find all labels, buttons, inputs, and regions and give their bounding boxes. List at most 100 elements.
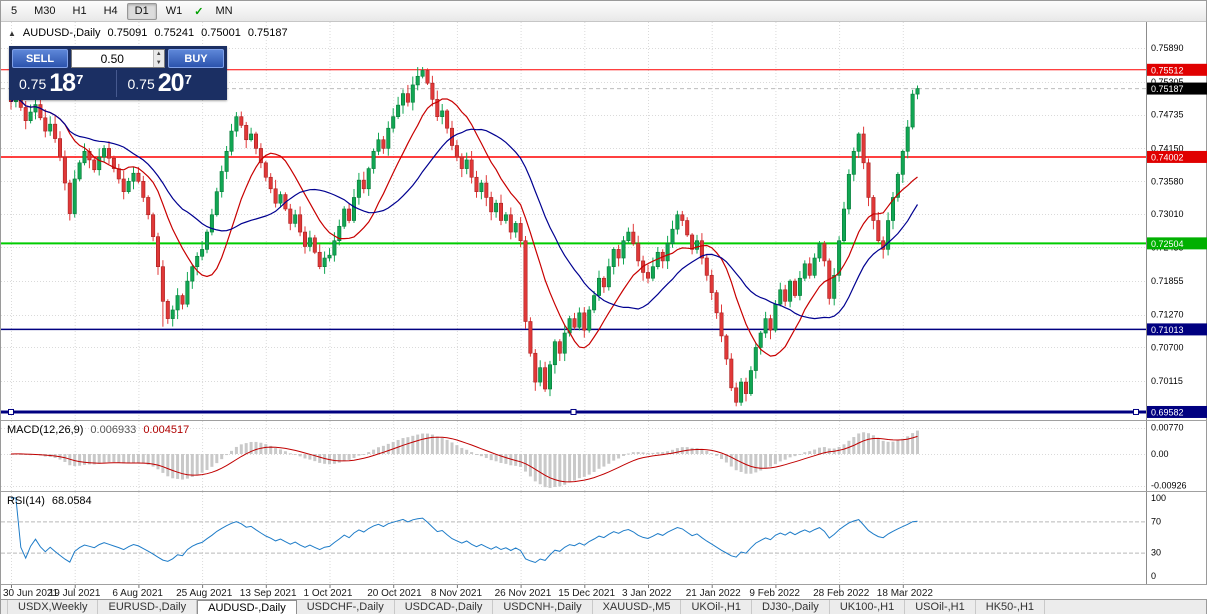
sell-price-frac: 7 — [76, 72, 84, 87]
tab-eurusd-daily[interactable]: EURUSD-,Daily — [98, 600, 198, 614]
rsi-panel[interactable]: 100 70 30 0 — [1, 492, 1207, 584]
panel-separator — [1, 584, 1207, 585]
tab-hk50-h1[interactable]: HK50-,H1 — [976, 600, 1046, 614]
svg-text:8 Nov 2021: 8 Nov 2021 — [431, 588, 483, 599]
tab-usoil-h1[interactable]: USOil-,H1 — [905, 600, 976, 614]
sell-price[interactable]: 0.75 18 7 — [12, 70, 116, 97]
sell-price-main: 0.75 — [19, 76, 47, 92]
svg-text:30: 30 — [1151, 548, 1161, 558]
price-tag — [1147, 237, 1207, 250]
svg-text:0.00: 0.00 — [1151, 449, 1169, 459]
svg-text:0.71013: 0.71013 — [1151, 325, 1184, 335]
buy-price-frac: 7 — [184, 72, 192, 87]
price-tag — [1147, 63, 1207, 76]
svg-text:0.73010: 0.73010 — [1151, 209, 1184, 219]
buy-price[interactable]: 0.75 20 7 — [115, 69, 225, 97]
volume-spinner: ▲ ▼ — [152, 50, 164, 67]
svg-text:0.75187: 0.75187 — [1151, 84, 1184, 94]
svg-text:28 Feb 2022: 28 Feb 2022 — [813, 588, 870, 599]
svg-text:0.75890: 0.75890 — [1151, 43, 1184, 53]
timeframe-button-h1[interactable]: H1 — [72, 4, 87, 17]
candles-layer — [9, 67, 920, 407]
tab-usdcnh-daily[interactable]: USDCNH-,Daily — [493, 600, 593, 614]
macd-panel[interactable]: 0.00770 0.00 -0.00926 — [1, 421, 1207, 491]
time-axis[interactable]: 30 Jun 2021 19 Jul 2021 6 Aug 2021 25 Aug 2… — [1, 585, 1207, 599]
svg-text:0.69582: 0.69582 — [1151, 407, 1184, 417]
svg-text:19 Jul 2021: 19 Jul 2021 — [49, 588, 101, 599]
svg-text:0.74150: 0.74150 — [1151, 143, 1184, 153]
svg-text:0.71270: 0.71270 — [1151, 310, 1184, 320]
tab-xauusd-m5[interactable]: XAUUSD-,M5 — [593, 600, 682, 614]
timeframe-button-w1[interactable]: W1 — [165, 4, 183, 17]
checkmark-icon: ✓ — [194, 5, 204, 18]
svg-text:18 Mar 2022: 18 Mar 2022 — [877, 588, 934, 599]
svg-text:0.74735: 0.74735 — [1151, 110, 1184, 120]
svg-text:0.71855: 0.71855 — [1151, 276, 1184, 286]
svg-text:0.73580: 0.73580 — [1151, 176, 1184, 186]
svg-text:15 Dec 2021: 15 Dec 2021 — [558, 588, 615, 599]
timeframe-button-m30[interactable]: M30 — [34, 4, 56, 17]
svg-text:21 Jan 2022: 21 Jan 2022 — [686, 588, 741, 599]
one-click-trading-panel: SELL ▲ ▼ BUY 0.75 18 7 0.75 20 7 — [9, 46, 227, 100]
svg-text:3 Jan 2022: 3 Jan 2022 — [622, 588, 672, 599]
tab-audusd-daily[interactable]: AUDUSD-,Daily — [197, 600, 297, 614]
svg-text:9 Feb 2022: 9 Feb 2022 — [749, 588, 800, 599]
rsi-line — [11, 497, 918, 564]
buy-price-main: 0.75 — [127, 76, 155, 92]
macd-histogram — [9, 430, 919, 488]
sell-button[interactable]: SELL — [12, 49, 68, 68]
svg-text:20 Oct 2021: 20 Oct 2021 — [367, 588, 422, 599]
svg-text:0.70700: 0.70700 — [1151, 342, 1184, 352]
volume-input[interactable] — [72, 50, 153, 67]
svg-text:26 Nov 2021: 26 Nov 2021 — [495, 588, 552, 599]
volume-box: ▲ ▼ — [71, 49, 165, 68]
svg-text:70: 70 — [1151, 516, 1161, 526]
timeframe-button-d1[interactable]: D1 — [126, 2, 157, 20]
svg-text:25 Aug 2021: 25 Aug 2021 — [176, 588, 233, 599]
chart-window: 0.75890 0.75305 0.74735 0.74150 0.73580 0.730… — [1, 22, 1207, 599]
timeframe-button-mn[interactable]: MN — [215, 4, 233, 17]
svg-text:6 Aug 2021: 6 Aug 2021 — [112, 588, 163, 599]
tab-usdx-weekly[interactable]: USDX,Weekly — [7, 600, 99, 614]
timeframe-toolbar: 5 M30 H1 H4 D1 W1 ✓ MN — [1, 1, 1206, 22]
price-tag — [1147, 150, 1207, 163]
tab-usdcad-daily[interactable]: USDCAD-,Daily — [395, 600, 494, 614]
panel-separator[interactable] — [1, 420, 1207, 421]
sell-price-pips: 18 — [49, 69, 76, 97]
panel-separator[interactable] — [1, 491, 1207, 492]
price-tag — [1147, 323, 1207, 336]
svg-text:1 Oct 2021: 1 Oct 2021 — [304, 588, 353, 599]
macd-signal-line — [10, 435, 918, 483]
svg-text:13 Sep 2021: 13 Sep 2021 — [240, 588, 297, 599]
svg-text:0.00770: 0.00770 — [1151, 423, 1184, 433]
timeframe-button-5[interactable]: 5 — [11, 4, 18, 17]
svg-text:100: 100 — [1151, 493, 1166, 503]
moving-average-24 — [10, 96, 919, 320]
moving-average-12 — [10, 96, 918, 357]
svg-text:0: 0 — [1151, 571, 1156, 581]
price-tag — [1147, 82, 1207, 95]
svg-text:0.70115: 0.70115 — [1151, 376, 1183, 386]
symbol-tab-bar: USDX,Weekly EURUSD-,Daily AUDUSD-,Daily … — [1, 599, 1206, 614]
svg-text:0.74002: 0.74002 — [1151, 152, 1184, 162]
timeframe-button-h4[interactable]: H4 — [103, 4, 118, 17]
line-handle — [1133, 408, 1139, 415]
volume-spin-down-icon[interactable]: ▼ — [153, 58, 164, 67]
tab-usdchf-daily[interactable]: USDCHF-,Daily — [297, 600, 395, 614]
svg-text:-0.00926: -0.00926 — [1151, 481, 1187, 491]
svg-text:30 Jun 2021: 30 Jun 2021 — [3, 588, 58, 599]
main-grid — [1, 22, 1146, 420]
svg-text:0.72504: 0.72504 — [1151, 239, 1184, 249]
buy-price-pips: 20 — [157, 69, 185, 97]
tab-ukoil-h1[interactable]: UKOil-,H1 — [681, 600, 752, 614]
svg-text:0.75305: 0.75305 — [1151, 77, 1184, 87]
buy-button[interactable]: BUY — [168, 49, 224, 68]
price-tag — [1147, 405, 1207, 418]
volume-spin-up-icon[interactable]: ▲ — [153, 50, 164, 59]
line-handle — [570, 408, 577, 415]
tab-uk100-h1[interactable]: UK100-,H1 — [830, 600, 906, 614]
svg-text:0.75512: 0.75512 — [1151, 65, 1184, 75]
horizontal-lines[interactable] — [1, 69, 1146, 415]
line-handle — [8, 408, 14, 415]
tab-dj30-daily[interactable]: DJ30-,Daily — [752, 600, 830, 614]
